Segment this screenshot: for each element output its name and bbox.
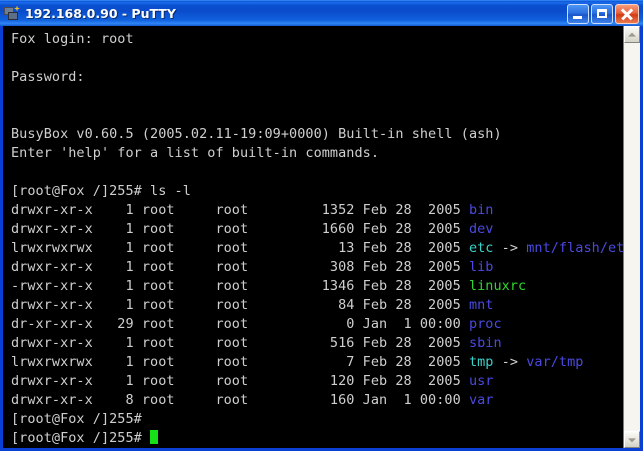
scroll-up-arrow-icon <box>628 32 636 37</box>
terminal-cursor <box>150 430 159 444</box>
scroll-down-button[interactable] <box>624 431 640 448</box>
blank-4 <box>11 163 623 182</box>
password-line: Password: <box>11 69 85 85</box>
row-usr: drwxr-xr-x 1 root root 120 Feb 28 2005 u… <box>11 373 494 389</box>
row-tmp: lrwxrwxrwx 1 root root 7 Feb 28 2005 tmp… <box>11 354 584 370</box>
busybox-line: BusyBox v0.60.5 (2005.02.11-19:09+0000) … <box>11 126 502 142</box>
row-var: drwxr-xr-x 8 root root 160 Jan 1 00:00 v… <box>11 392 494 408</box>
prompt-ls: [root@Fox /]255# ls -l <box>11 183 191 199</box>
login-line: Fox login: root <box>11 31 134 47</box>
row-proc: dr-xr-xr-x 29 root root 0 Jan 1 00:00 pr… <box>11 316 502 332</box>
minimize-button[interactable] <box>567 3 589 24</box>
maximize-button[interactable] <box>591 3 613 24</box>
close-button[interactable] <box>615 3 639 24</box>
window-client-area: Fox login: root Password: BusyBox v0.60.5 … <box>0 26 643 451</box>
terminal-output[interactable]: Fox login: root Password: BusyBox v0.60.5 … <box>3 26 623 448</box>
window-title: 192.168.0.90 - PuTTY <box>25 6 176 21</box>
title-bar[interactable]: 192.168.0.90 - PuTTY <box>0 0 643 26</box>
terminal-scrollbar[interactable] <box>623 26 640 448</box>
row-linuxrc: -rwxr-xr-x 1 root root 1346 Feb 28 2005 … <box>11 278 527 294</box>
putty-icon <box>3 5 21 23</box>
blank-1 <box>11 49 623 68</box>
row-bin: drwxr-xr-x 1 root root 1352 Feb 28 2005 … <box>11 202 494 218</box>
blank-3 <box>11 106 623 125</box>
row-lib: drwxr-xr-x 1 root root 308 Feb 28 2005 l… <box>11 259 494 275</box>
scroll-down-arrow-icon <box>628 437 636 442</box>
help-line: Enter 'help' for a list of built-in comm… <box>11 145 379 161</box>
window-controls <box>567 3 639 24</box>
row-etc: lrwxrwxrwx 1 root root 13 Feb 28 2005 et… <box>11 240 623 256</box>
scrollbar-track[interactable] <box>624 43 640 431</box>
row-dev: drwxr-xr-x 1 root root 1660 Feb 28 2005 … <box>11 221 494 237</box>
minimize-icon <box>573 15 582 19</box>
row-mnt: drwxr-xr-x 1 root root 84 Feb 28 2005 mn… <box>11 297 494 313</box>
row-sbin: drwxr-xr-x 1 root root 516 Feb 28 2005 s… <box>11 335 502 351</box>
prompt-3: [root@Fox /]255# <box>11 429 623 448</box>
scroll-up-button[interactable] <box>624 26 640 43</box>
blank-2 <box>11 87 623 106</box>
maximize-icon <box>597 8 607 18</box>
